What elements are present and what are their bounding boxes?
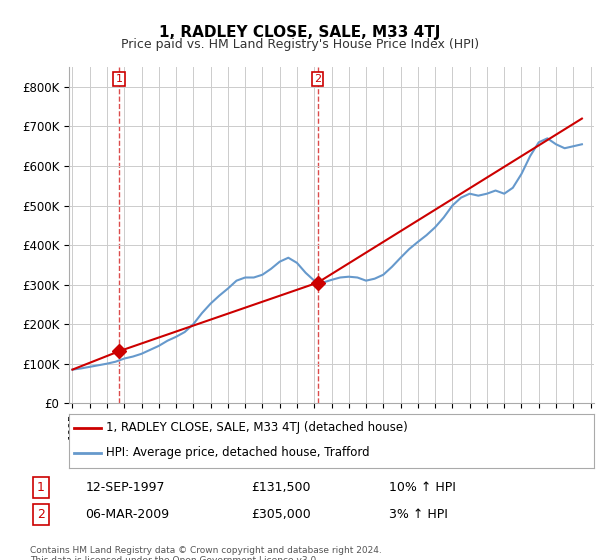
- Text: 2: 2: [37, 508, 45, 521]
- Text: 2: 2: [314, 74, 321, 84]
- Text: Price paid vs. HM Land Registry's House Price Index (HPI): Price paid vs. HM Land Registry's House …: [121, 38, 479, 50]
- Text: 1, RADLEY CLOSE, SALE, M33 4TJ (detached house): 1, RADLEY CLOSE, SALE, M33 4TJ (detached…: [106, 421, 407, 434]
- Text: 12-SEP-1997: 12-SEP-1997: [85, 481, 164, 494]
- Text: 3% ↑ HPI: 3% ↑ HPI: [389, 508, 448, 521]
- Text: 1, RADLEY CLOSE, SALE, M33 4TJ: 1, RADLEY CLOSE, SALE, M33 4TJ: [160, 25, 440, 40]
- Text: 10% ↑ HPI: 10% ↑ HPI: [389, 481, 455, 494]
- Text: 1: 1: [116, 74, 122, 84]
- Text: £305,000: £305,000: [251, 508, 311, 521]
- Text: Contains HM Land Registry data © Crown copyright and database right 2024.
This d: Contains HM Land Registry data © Crown c…: [30, 546, 382, 560]
- Text: 1: 1: [37, 481, 45, 494]
- Text: £131,500: £131,500: [251, 481, 310, 494]
- Text: 06-MAR-2009: 06-MAR-2009: [85, 508, 169, 521]
- Text: HPI: Average price, detached house, Trafford: HPI: Average price, detached house, Traf…: [106, 446, 370, 459]
